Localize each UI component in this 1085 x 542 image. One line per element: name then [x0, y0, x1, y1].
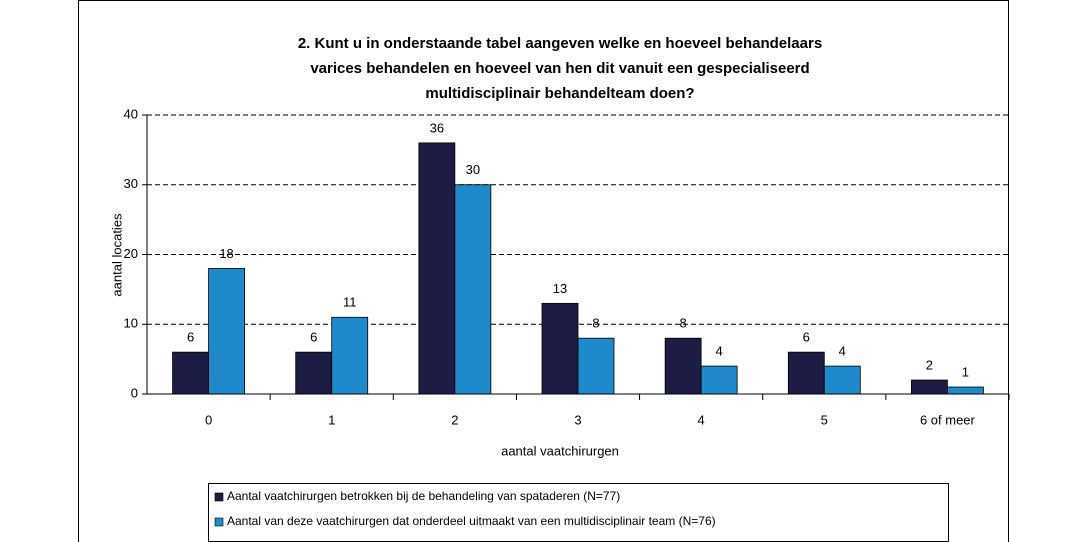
legend-swatch — [214, 492, 224, 502]
legend-label: Aantal van deze vaatchirurgen dat onderd… — [227, 514, 716, 528]
data-label: 11 — [343, 295, 357, 310]
bar — [664, 337, 702, 395]
data-label: 1 — [962, 364, 969, 379]
data-label: 6 — [310, 330, 317, 345]
x-tick-label: 3 — [574, 412, 581, 427]
bar — [295, 351, 333, 395]
bar — [208, 268, 245, 395]
chart-frame — [78, 0, 1009, 542]
data-label: 4 — [839, 344, 846, 359]
data-label: 2 — [926, 357, 933, 372]
bar — [331, 316, 369, 395]
legend-label: Aantal vaatchirurgen betrokken bij de be… — [227, 489, 620, 503]
data-label: 8 — [680, 316, 687, 331]
y-tick-label: 40 — [124, 106, 138, 121]
bar — [787, 351, 825, 395]
x-tick-label: 0 — [205, 412, 212, 427]
data-label: 13 — [553, 281, 567, 296]
x-tick-label: 5 — [821, 412, 828, 427]
data-label: 36 — [430, 120, 444, 135]
data-label: 18 — [219, 246, 233, 261]
y-tick-label: 30 — [124, 176, 138, 191]
chart-title: multidisciplinair behandelteam doen? — [425, 85, 694, 102]
bar — [700, 365, 738, 395]
legend-swatch — [214, 517, 224, 527]
bar — [947, 386, 984, 395]
x-tick-label: 4 — [698, 412, 705, 427]
data-label: 4 — [716, 344, 723, 359]
x-tick-label: 6 of meer — [920, 412, 976, 427]
data-label: 30 — [466, 162, 480, 177]
bar — [823, 365, 861, 395]
chart-title: varices behandelen en hoeveel van hen di… — [310, 60, 809, 77]
bar — [911, 379, 948, 395]
x-tick-label: 1 — [328, 412, 335, 427]
x-tick-label: 2 — [451, 412, 458, 427]
data-label: 6 — [187, 330, 194, 345]
y-tick-label: 10 — [124, 316, 138, 331]
data-label: 8 — [592, 316, 599, 331]
chart-title: 2. Kunt u in onderstaande tabel aangeven… — [298, 35, 822, 52]
y-axis-label: aantal locaties — [109, 213, 124, 297]
y-tick-label: 20 — [124, 246, 138, 261]
data-label: 6 — [803, 330, 810, 345]
bar — [418, 142, 456, 395]
bar — [541, 302, 579, 395]
y-tick-label: 0 — [131, 385, 138, 400]
bar — [577, 337, 615, 395]
bar — [454, 184, 492, 395]
bar — [172, 351, 209, 395]
x-axis-label: aantal vaatchirurgen — [501, 443, 619, 458]
